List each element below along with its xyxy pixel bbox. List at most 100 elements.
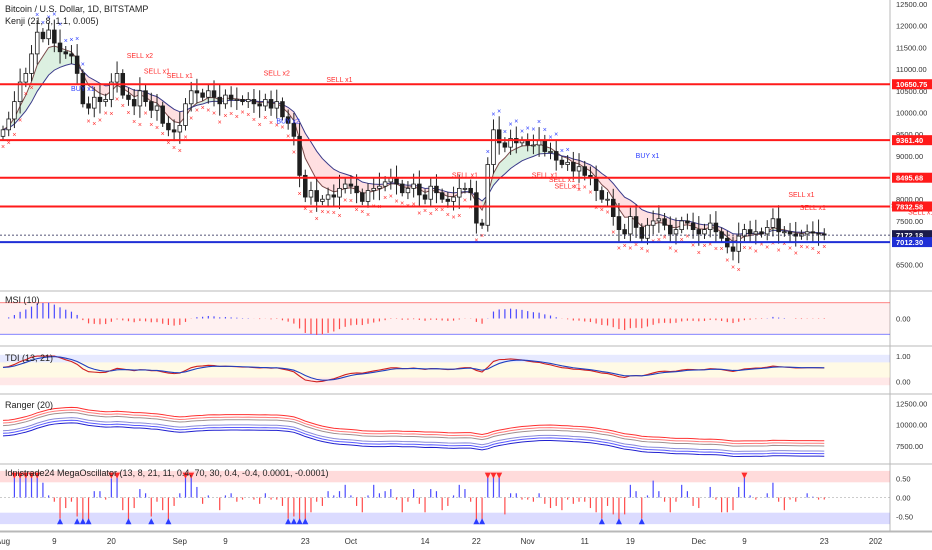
candle[interactable]	[177, 125, 183, 133]
candle[interactable]	[525, 140, 530, 146]
candle[interactable]	[804, 231, 810, 235]
candle[interactable]	[91, 96, 97, 109]
candle[interactable]	[508, 138, 513, 148]
candle[interactable]	[63, 51, 68, 55]
candle[interactable]	[673, 229, 679, 235]
candle[interactable]	[280, 101, 285, 118]
candle[interactable]	[228, 94, 234, 100]
candle[interactable]	[462, 187, 468, 190]
candle[interactable]	[46, 29, 51, 40]
candle[interactable]	[377, 185, 382, 189]
candle[interactable]	[360, 192, 365, 202]
candle[interactable]	[308, 190, 314, 198]
candle[interactable]	[770, 218, 776, 228]
candle[interactable]	[730, 246, 736, 252]
candle[interactable]	[234, 99, 240, 101]
candle[interactable]	[257, 103, 262, 107]
candle[interactable]	[542, 140, 548, 152]
candle[interactable]	[325, 194, 331, 200]
candle[interactable]	[610, 198, 616, 217]
candle[interactable]	[810, 231, 816, 234]
candle[interactable]	[57, 42, 63, 53]
candle[interactable]	[650, 220, 656, 226]
candle[interactable]	[137, 90, 143, 107]
candle[interactable]	[548, 151, 553, 153]
candle[interactable]	[576, 166, 582, 172]
candle[interactable]	[285, 116, 291, 124]
candle[interactable]	[200, 92, 205, 98]
candle[interactable]	[171, 129, 177, 133]
candle[interactable]	[69, 53, 74, 57]
candle[interactable]	[6, 118, 11, 131]
candle[interactable]	[405, 187, 411, 194]
candle[interactable]	[303, 174, 308, 198]
candle[interactable]	[114, 73, 120, 83]
candle[interactable]	[593, 177, 599, 191]
candle[interactable]	[103, 99, 108, 103]
candle[interactable]	[23, 73, 29, 83]
candle[interactable]	[536, 140, 542, 146]
candle[interactable]	[149, 101, 154, 111]
candle[interactable]	[160, 105, 165, 124]
candle[interactable]	[126, 94, 131, 100]
candle[interactable]	[622, 229, 627, 235]
candle[interactable]	[439, 192, 445, 200]
candle[interactable]	[206, 90, 211, 98]
candle[interactable]	[571, 161, 576, 172]
candle[interactable]	[29, 53, 34, 74]
candle[interactable]	[274, 101, 280, 109]
candle[interactable]	[382, 181, 388, 187]
candle[interactable]	[337, 187, 342, 198]
candle[interactable]	[17, 81, 23, 103]
candle[interactable]	[74, 55, 80, 74]
candle[interactable]	[263, 99, 268, 107]
candle[interactable]	[217, 96, 222, 105]
candle[interactable]	[496, 129, 502, 144]
candle[interactable]	[422, 194, 428, 200]
candle[interactable]	[753, 231, 759, 235]
candle[interactable]	[12, 101, 17, 120]
candle[interactable]	[365, 190, 371, 202]
candle[interactable]	[582, 166, 587, 176]
ranger-pane[interactable]	[2, 406, 825, 457]
candle[interactable]	[268, 99, 274, 109]
tdi-pane[interactable]	[0, 354, 890, 386]
candle[interactable]	[240, 99, 245, 103]
candle[interactable]	[131, 99, 137, 107]
candle[interactable]	[457, 187, 462, 198]
candle[interactable]	[417, 183, 422, 196]
candle[interactable]	[474, 192, 479, 224]
mega-oscillator-pane[interactable]	[0, 470, 890, 525]
candle[interactable]	[143, 90, 148, 103]
candle[interactable]	[468, 187, 473, 194]
candle[interactable]	[787, 231, 793, 235]
candle[interactable]	[154, 105, 160, 111]
candle[interactable]	[320, 198, 325, 202]
candle[interactable]	[502, 142, 508, 148]
candle[interactable]	[342, 183, 348, 189]
candle[interactable]	[52, 29, 57, 44]
candle[interactable]	[764, 227, 770, 235]
candle[interactable]	[86, 103, 91, 109]
candle[interactable]	[188, 90, 194, 105]
candle[interactable]	[331, 194, 337, 198]
candle[interactable]	[776, 218, 781, 233]
candle[interactable]	[605, 198, 610, 201]
candle[interactable]	[736, 235, 741, 252]
candle[interactable]	[816, 232, 821, 235]
candle[interactable]	[690, 222, 696, 230]
candle[interactable]	[245, 99, 251, 103]
candle[interactable]	[485, 164, 491, 226]
candle[interactable]	[445, 198, 451, 202]
candle[interactable]	[553, 151, 559, 161]
candle[interactable]	[679, 220, 684, 231]
candle[interactable]	[559, 159, 565, 165]
candle[interactable]	[223, 94, 228, 105]
candle[interactable]	[40, 31, 46, 40]
msi-pane[interactable]	[0, 302, 890, 336]
candle[interactable]	[639, 227, 645, 239]
candle[interactable]	[759, 231, 764, 235]
candle[interactable]	[628, 216, 633, 235]
candle[interactable]	[685, 220, 690, 224]
